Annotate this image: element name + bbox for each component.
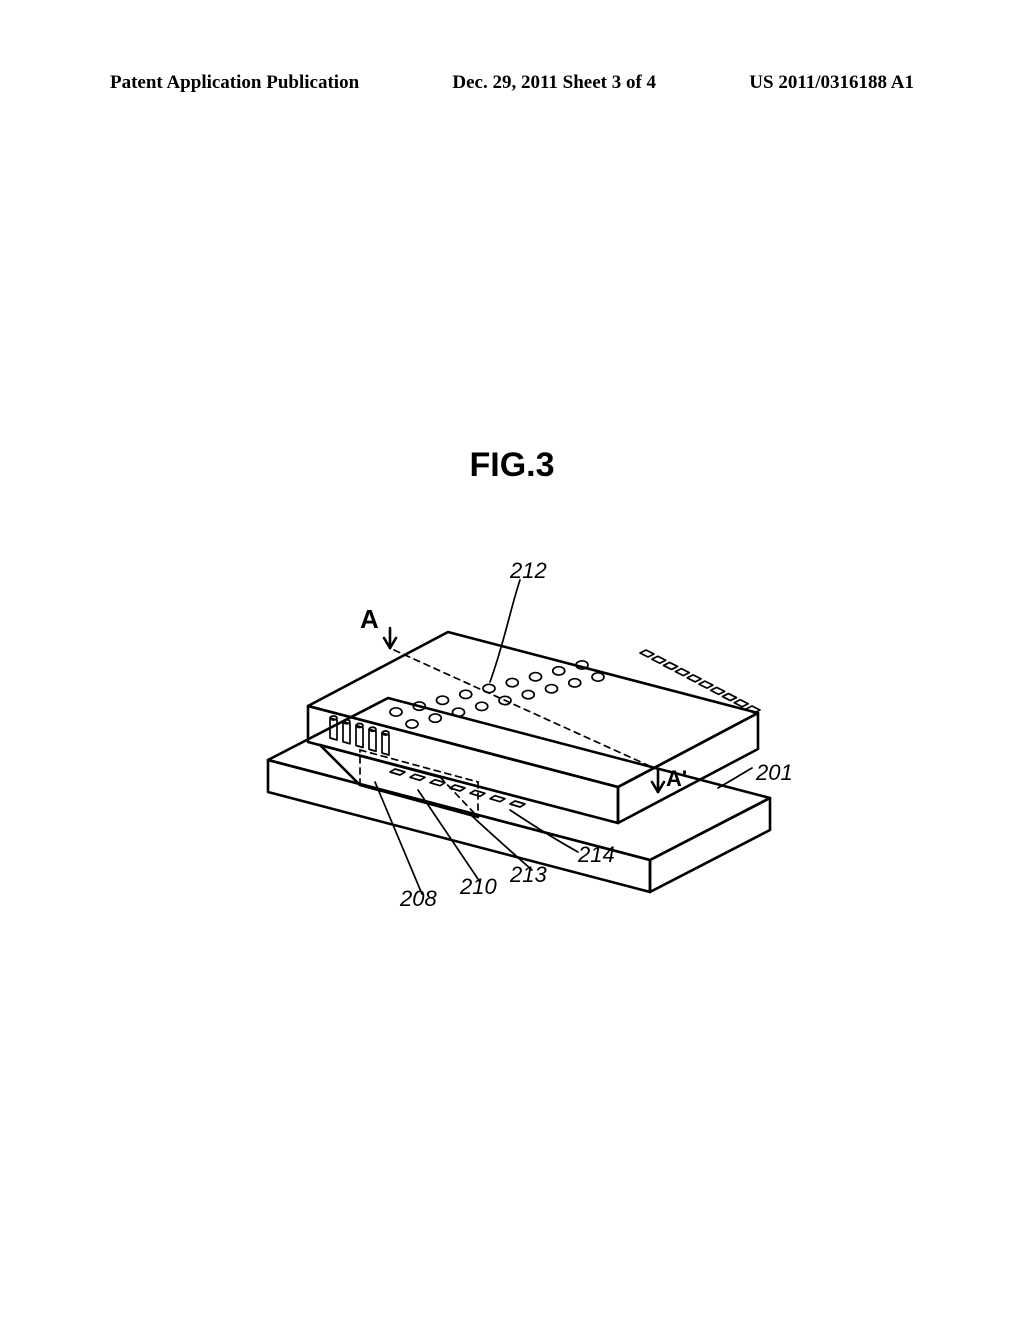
- label-212: 212: [510, 558, 547, 584]
- label-section-a: A: [360, 604, 379, 635]
- patent-figure: A A' 212 201 214 213 210 208: [210, 520, 810, 920]
- header-publication: Patent Application Publication: [110, 72, 359, 94]
- label-201: 201: [756, 760, 793, 786]
- figure-title: FIG.3: [0, 446, 1024, 485]
- header-date-sheet: Dec. 29, 2011 Sheet 3 of 4: [452, 72, 656, 94]
- label-210: 210: [460, 874, 497, 900]
- header-docnumber: US 2011/0316188 A1: [749, 72, 914, 94]
- label-214: 214: [578, 842, 615, 868]
- label-section-aprime: A': [666, 766, 687, 792]
- label-213: 213: [510, 862, 547, 888]
- label-208: 208: [400, 886, 437, 912]
